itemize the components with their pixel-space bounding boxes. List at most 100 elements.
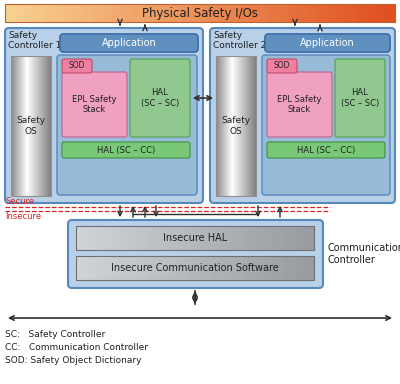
- Bar: [20, 56, 22, 196]
- Bar: [221, 56, 222, 196]
- Bar: [106, 256, 112, 280]
- Bar: [171, 4, 181, 22]
- Bar: [29, 56, 30, 196]
- Text: EPL Safety
Stack: EPL Safety Stack: [277, 95, 322, 114]
- Bar: [216, 56, 218, 196]
- Bar: [201, 226, 207, 250]
- Text: Application: Application: [102, 38, 156, 48]
- Bar: [18, 56, 20, 196]
- FancyBboxPatch shape: [130, 59, 190, 137]
- Text: Safety
Controller 2: Safety Controller 2: [213, 31, 266, 50]
- Bar: [210, 4, 220, 22]
- Bar: [11, 56, 51, 196]
- FancyBboxPatch shape: [62, 72, 127, 137]
- Bar: [83, 4, 93, 22]
- Bar: [248, 256, 255, 280]
- Bar: [222, 56, 224, 196]
- Bar: [250, 56, 252, 196]
- Bar: [278, 4, 288, 22]
- Bar: [94, 256, 100, 280]
- Bar: [118, 226, 124, 250]
- Bar: [201, 256, 207, 280]
- Bar: [230, 56, 232, 196]
- Bar: [46, 56, 48, 196]
- Bar: [15, 56, 16, 196]
- Bar: [177, 226, 184, 250]
- Bar: [159, 226, 166, 250]
- FancyBboxPatch shape: [60, 34, 198, 52]
- Text: SC:   Safety Controller: SC: Safety Controller: [5, 330, 105, 339]
- Bar: [39, 56, 40, 196]
- Bar: [180, 4, 191, 22]
- Bar: [45, 56, 46, 196]
- Bar: [11, 56, 12, 196]
- Bar: [218, 56, 220, 196]
- Bar: [290, 256, 297, 280]
- Bar: [17, 56, 18, 196]
- Bar: [225, 56, 226, 196]
- Bar: [234, 56, 236, 196]
- FancyBboxPatch shape: [62, 59, 92, 73]
- Bar: [37, 56, 38, 196]
- Bar: [88, 226, 94, 250]
- Bar: [236, 56, 238, 196]
- Bar: [42, 56, 44, 196]
- Bar: [165, 226, 172, 250]
- Text: HAL
(SC – SC): HAL (SC – SC): [141, 88, 179, 108]
- Bar: [64, 4, 74, 22]
- Bar: [231, 256, 237, 280]
- Bar: [237, 226, 243, 250]
- Bar: [224, 56, 226, 196]
- Text: Insecure Communication Software: Insecure Communication Software: [111, 263, 279, 273]
- Bar: [245, 56, 246, 196]
- Bar: [50, 56, 52, 196]
- Bar: [171, 226, 178, 250]
- Bar: [5, 4, 395, 22]
- Bar: [278, 256, 285, 280]
- Bar: [161, 4, 171, 22]
- Bar: [217, 56, 218, 196]
- FancyBboxPatch shape: [210, 28, 395, 203]
- Text: SOD: Safety Object Dictionary: SOD: Safety Object Dictionary: [5, 356, 142, 365]
- Bar: [34, 56, 36, 196]
- Bar: [207, 226, 213, 250]
- Bar: [290, 226, 297, 250]
- Bar: [136, 226, 142, 250]
- Bar: [237, 56, 238, 196]
- Bar: [244, 56, 246, 196]
- Bar: [376, 4, 386, 22]
- FancyBboxPatch shape: [267, 59, 297, 73]
- Bar: [242, 56, 244, 196]
- Bar: [21, 56, 22, 196]
- Bar: [165, 256, 172, 280]
- Bar: [225, 226, 231, 250]
- Bar: [266, 256, 273, 280]
- Bar: [298, 4, 308, 22]
- Bar: [220, 4, 230, 22]
- Bar: [31, 56, 32, 196]
- Bar: [288, 4, 298, 22]
- Text: Insecure: Insecure: [5, 212, 41, 221]
- Bar: [153, 256, 160, 280]
- Bar: [284, 226, 291, 250]
- Bar: [242, 256, 249, 280]
- Bar: [260, 226, 267, 250]
- Bar: [356, 4, 366, 22]
- Bar: [336, 4, 347, 22]
- Bar: [122, 4, 132, 22]
- Bar: [252, 56, 254, 196]
- Bar: [25, 56, 26, 196]
- Text: Safety
OS: Safety OS: [16, 116, 46, 136]
- Bar: [225, 256, 231, 280]
- FancyBboxPatch shape: [57, 55, 197, 195]
- Bar: [195, 256, 202, 280]
- Bar: [231, 226, 237, 250]
- Bar: [241, 56, 242, 196]
- Bar: [27, 56, 28, 196]
- Bar: [272, 256, 279, 280]
- Bar: [247, 56, 248, 196]
- Bar: [147, 226, 154, 250]
- Bar: [136, 256, 142, 280]
- Bar: [219, 256, 225, 280]
- Bar: [82, 256, 88, 280]
